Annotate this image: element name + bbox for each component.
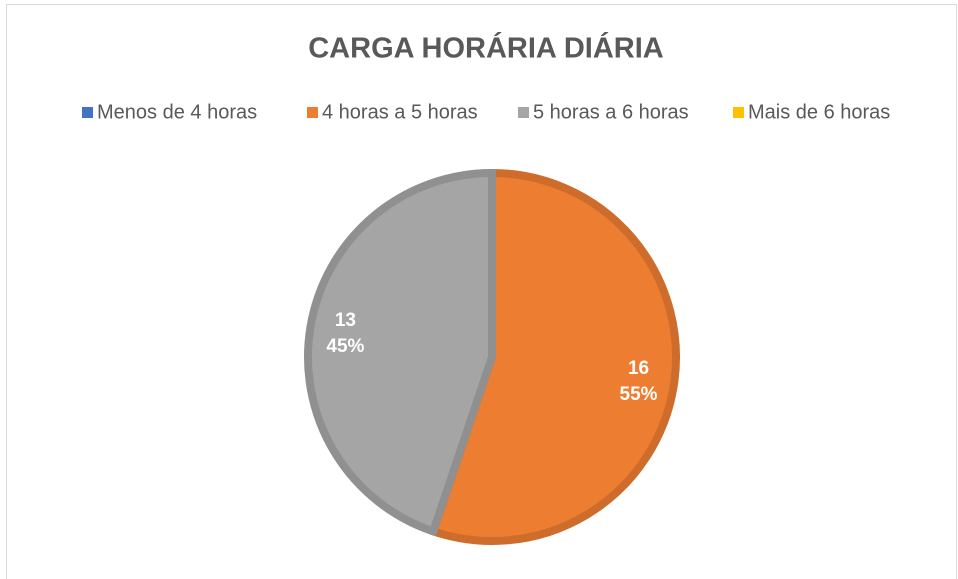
data-label-percent: 45%: [326, 336, 364, 357]
legend-label: 4 horas a 5 horas: [322, 101, 478, 123]
legend-swatch: [307, 107, 318, 118]
legend-label: Menos de 4 horas: [97, 101, 257, 123]
chart-title: CARGA HORÁRIA DIÁRIA: [308, 31, 664, 65]
data-label-value: 13: [335, 310, 356, 331]
legend-swatch: [733, 107, 744, 118]
pie-slice: [304, 168, 496, 537]
legend-label: Mais de 6 horas: [748, 101, 890, 123]
legend-swatch: [518, 107, 529, 118]
data-label-value: 16: [628, 358, 649, 379]
legend-label: 5 horas a 6 horas: [533, 101, 689, 123]
legend-swatch: [82, 107, 93, 118]
data-label-percent: 55%: [620, 384, 658, 405]
